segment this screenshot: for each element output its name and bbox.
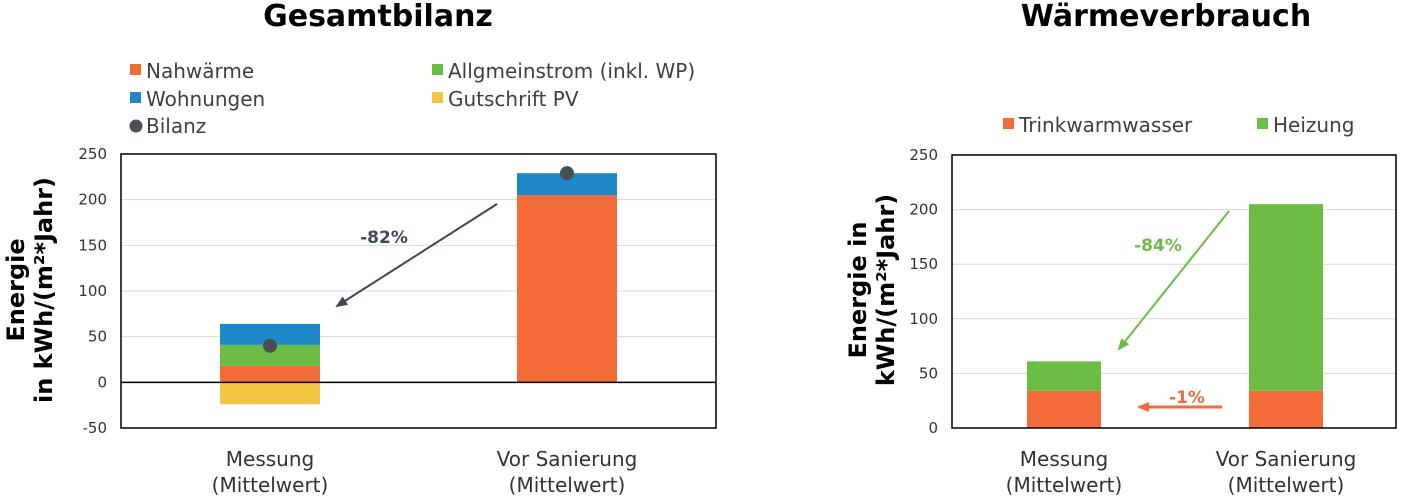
chart-waermeverbrauch: Wärmeverbrauch Trinkwarmwasser Heizung 2…	[844, 0, 1397, 497]
y-tick-label: 200	[909, 201, 938, 219]
y-tick-label: 250	[909, 146, 938, 164]
y-tick-label: 100	[909, 310, 938, 328]
x-tick-label: (Mittelwert)	[509, 473, 626, 497]
legend: Trinkwarmwasser Heizung	[1003, 113, 1354, 137]
x-axis: Messung(Mittelwert)Vor Sanierung(Mittelw…	[212, 447, 638, 497]
y-axis: 250 200 150 100 50 0 -50	[78, 145, 107, 437]
bilanz-point	[560, 166, 574, 181]
y-tick-label: 50	[919, 364, 938, 382]
annotation-label: -82%	[360, 228, 408, 248]
x-tick-label: Vor Sanierung	[497, 447, 638, 471]
y-axis-label-line1: Energie	[2, 238, 30, 341]
bar-segment	[1249, 204, 1323, 391]
x-tick-label: Messung	[226, 447, 314, 471]
y-tick-label: 100	[78, 282, 107, 300]
legend-swatch-gutschrift-pv	[432, 92, 443, 103]
legend-label: Bilanz	[146, 114, 206, 138]
plot-area	[1027, 204, 1323, 428]
legend-swatch-wohnungen	[130, 92, 141, 103]
bar-segment	[517, 195, 617, 383]
legend-marker-bilanz	[129, 119, 143, 133]
legend-label: Wohnungen	[146, 87, 265, 111]
legend-label: Trinkwarmwasser	[1018, 113, 1193, 137]
y-axis-label-line1: Energie in	[844, 222, 872, 359]
legend-swatch-heizung	[1257, 118, 1268, 129]
x-tick-label: (Mittelwert)	[1228, 473, 1345, 497]
y-axis: 250 200 150 100 50 0	[909, 146, 938, 437]
legend-swatch-nahwaerme	[130, 64, 141, 75]
legend-swatch-trinkwarmwasser	[1003, 118, 1014, 129]
y-axis-label-line2: in kWh/(m²*Jahr)	[30, 177, 58, 403]
bar-segment	[1027, 390, 1101, 428]
bar-segment	[1027, 361, 1101, 391]
bar-segment	[517, 173, 617, 196]
grid	[121, 153, 716, 429]
y-axis-label-line2: kWh/(m²*Jahr)	[872, 194, 900, 386]
annotation-label-trinkwarmwasser: -1%	[1169, 388, 1205, 408]
legend-label: Gutschrift PV	[448, 87, 579, 111]
legend: Nahwärme Allgmeinstrom (inkl. WP) Wohnun…	[129, 59, 695, 138]
annotation-label-heizung: -84%	[1134, 236, 1182, 256]
trend-arrow-heizung	[1117, 210, 1230, 351]
y-tick-label: 200	[78, 191, 107, 209]
x-tick-label: Vor Sanierung	[1216, 447, 1357, 471]
bar-segment	[220, 344, 320, 366]
bilanz-point	[263, 338, 277, 353]
chart-gesamtbilanz: Gesamtbilanz Nahwärme Allgmeinstrom (ink…	[2, 0, 717, 497]
y-tick-label: -50	[83, 419, 108, 437]
bilanz-markers	[263, 166, 574, 353]
y-tick-label: 150	[909, 255, 938, 273]
bar-segment	[220, 365, 320, 383]
y-tick-label: 0	[97, 373, 107, 391]
x-tick-label: (Mittelwert)	[212, 473, 329, 497]
bar-segment	[220, 382, 320, 405]
bar-segment	[1249, 390, 1323, 428]
legend-label: Heizung	[1273, 113, 1354, 137]
chart-title: Gesamtbilanz	[263, 0, 493, 34]
y-tick-label: 50	[88, 328, 107, 346]
y-tick-label: 250	[78, 145, 107, 163]
plot-area	[220, 173, 617, 405]
x-axis: Messung(Mittelwert)Vor Sanierung(Mittelw…	[1006, 447, 1357, 497]
plot-frame	[951, 154, 1397, 429]
y-tick-label: 0	[928, 419, 938, 437]
plot-frame	[120, 153, 717, 429]
x-tick-label: (Mittelwert)	[1006, 473, 1123, 497]
legend-swatch-allgmeinstrom	[432, 64, 443, 75]
bar-segment	[220, 323, 320, 345]
chart-title: Wärmeverbrauch	[1021, 0, 1311, 34]
y-tick-label: 150	[78, 236, 107, 254]
x-tick-label: Messung	[1020, 447, 1108, 471]
legend-label: Allgmeinstrom (inkl. WP)	[448, 59, 695, 83]
trend-arrow	[335, 203, 498, 308]
legend-label: Nahwärme	[146, 59, 254, 83]
